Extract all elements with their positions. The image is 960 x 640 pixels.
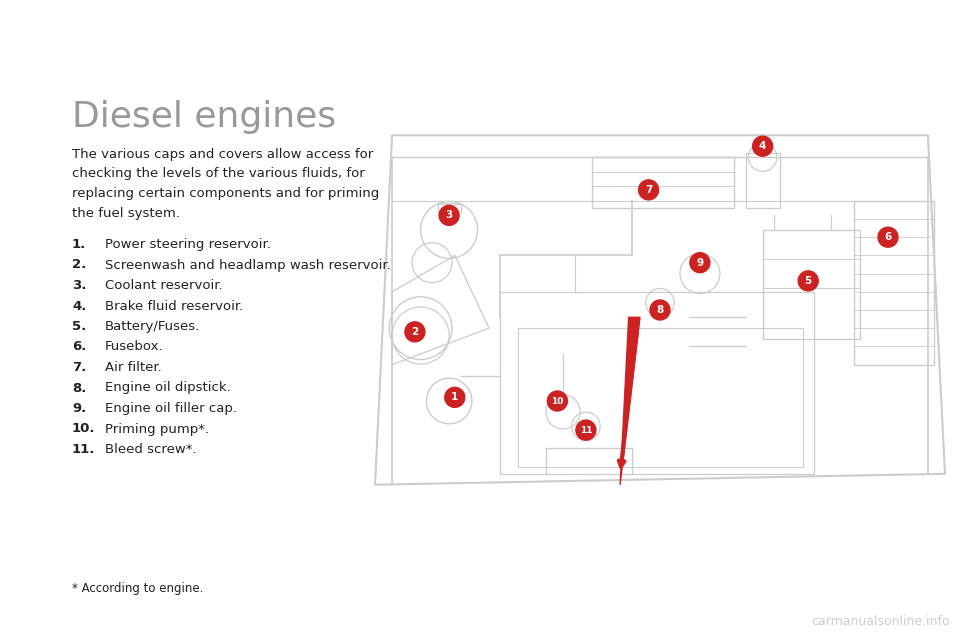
Text: * According to engine.: * According to engine. [72,582,204,595]
Text: Air filter.: Air filter. [105,361,161,374]
Text: The various caps and covers allow access for
checking the levels of the various : The various caps and covers allow access… [72,148,379,220]
Circle shape [547,391,567,411]
Text: Battery/Fuses.: Battery/Fuses. [105,320,201,333]
Text: 7.: 7. [72,361,86,374]
Text: 6.: 6. [72,340,86,353]
Text: 2.: 2. [72,259,86,271]
Polygon shape [620,317,640,484]
Text: 9.: 9. [72,402,86,415]
Text: 5.: 5. [72,320,86,333]
Text: 2: 2 [411,327,419,337]
Text: 7: 7 [645,185,652,195]
Bar [746,154,780,208]
Text: 9: 9 [696,258,704,268]
Circle shape [650,300,670,320]
Text: Brake fluid reservoir.: Brake fluid reservoir. [105,300,243,312]
Text: Power steering reservoir.: Power steering reservoir. [105,238,271,251]
Circle shape [439,205,459,225]
Text: 10: 10 [551,397,564,406]
Circle shape [405,322,425,342]
Text: 1: 1 [451,392,459,403]
Text: 11.: 11. [72,443,95,456]
Bar [762,230,859,339]
Bar [853,201,933,365]
Text: 11: 11 [580,426,592,435]
Circle shape [753,136,773,156]
Text: Engine oil filler cap.: Engine oil filler cap. [105,402,237,415]
Text: carmanualsonline.info: carmanualsonline.info [811,615,950,628]
Text: Coolant reservoir.: Coolant reservoir. [105,279,223,292]
Text: Diesel engines: Diesel engines [72,100,336,134]
Bar [500,292,814,474]
Circle shape [690,253,709,273]
Text: Screenwash and headlamp wash reservoir.: Screenwash and headlamp wash reservoir. [105,259,391,271]
Bar [591,157,734,208]
Circle shape [576,420,596,440]
Bar [517,328,803,467]
Text: 6: 6 [884,232,892,242]
Text: 4.: 4. [72,300,86,312]
Text: 5: 5 [804,276,812,286]
Text: Fusebox.: Fusebox. [105,340,163,353]
Text: 4: 4 [759,141,766,151]
Circle shape [798,271,818,291]
Circle shape [638,180,659,200]
Text: 3: 3 [445,211,453,220]
Text: 8: 8 [657,305,663,315]
Text: 3.: 3. [72,279,86,292]
Circle shape [444,387,465,408]
Text: Bleed screw*.: Bleed screw*. [105,443,197,456]
Circle shape [878,227,898,247]
Text: 8.: 8. [72,381,86,394]
Text: 1.: 1. [72,238,86,251]
Text: Priming pump*.: Priming pump*. [105,422,209,435]
Text: 10.: 10. [72,422,95,435]
Text: Engine oil dipstick.: Engine oil dipstick. [105,381,230,394]
